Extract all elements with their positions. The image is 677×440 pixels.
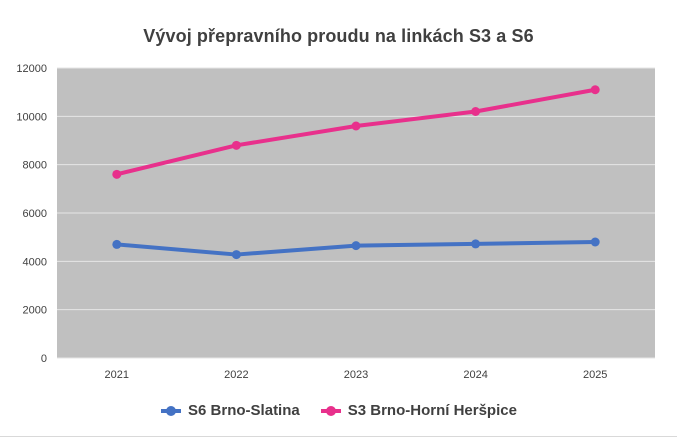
x-tick-label: 2024 bbox=[463, 369, 487, 381]
chart-title: Vývoj přepravního proudu na linkách S3 a… bbox=[143, 26, 534, 46]
legend-label: S6 Brno-Slatina bbox=[188, 402, 300, 419]
data-point bbox=[112, 169, 122, 179]
chart-legend: S6 Brno-Slatina S3 Brno-Horní Heršpice bbox=[0, 402, 677, 419]
data-point bbox=[590, 237, 600, 247]
data-point bbox=[471, 107, 481, 116]
y-tick-label: 0 bbox=[41, 353, 47, 365]
legend-marker-icon bbox=[161, 405, 182, 416]
x-tick-label: 2021 bbox=[105, 369, 129, 381]
legend-label: S3 Brno-Horní Heršpice bbox=[347, 402, 517, 419]
legend-marker-icon bbox=[320, 405, 341, 416]
legend-item: S6 Brno-Slatina bbox=[160, 402, 300, 419]
data-point bbox=[112, 239, 122, 249]
x-tick-label: 2023 bbox=[344, 369, 368, 381]
data-point bbox=[231, 140, 241, 150]
y-tick-label: 12000 bbox=[16, 63, 47, 75]
data-point bbox=[231, 250, 241, 260]
data-point bbox=[351, 121, 361, 131]
data-point bbox=[471, 239, 481, 249]
x-tick-label: 2022 bbox=[224, 369, 248, 381]
y-tick-label: 2000 bbox=[23, 305, 47, 317]
data-point bbox=[351, 241, 361, 251]
y-tick-label: 4000 bbox=[23, 256, 47, 268]
legend-item: S3 Brno-Horní Heršpice bbox=[320, 402, 517, 419]
y-tick-label: 6000 bbox=[23, 208, 47, 220]
x-tick-label: 2025 bbox=[583, 369, 607, 381]
y-tick-label: 10000 bbox=[16, 111, 47, 123]
data-point bbox=[590, 85, 600, 95]
y-tick-label: 8000 bbox=[23, 160, 47, 172]
